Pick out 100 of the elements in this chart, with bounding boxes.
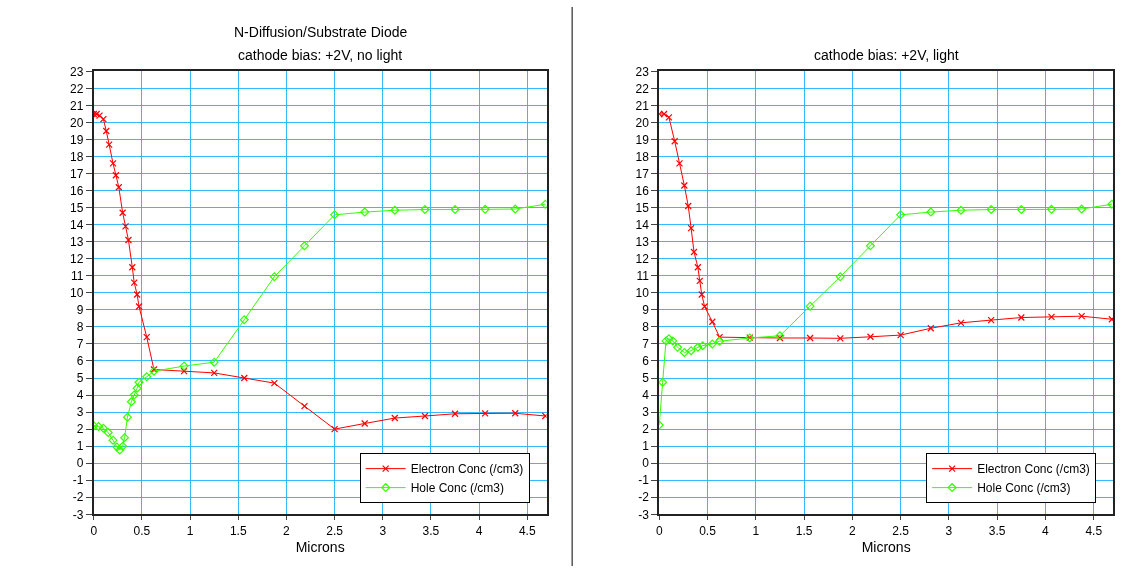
chart-title: N-Diffusion/Substrate Diode bbox=[234, 24, 408, 40]
x-tick-label: 3 bbox=[379, 523, 387, 538]
y-tick-label: 3 bbox=[76, 405, 84, 420]
x-tick-label: 1.5 bbox=[795, 523, 813, 538]
point bbox=[659, 377, 668, 387]
y-tick-label: 6 bbox=[76, 354, 84, 369]
x-tick-label: 3.5 bbox=[422, 523, 440, 538]
x-tick-label: 2 bbox=[283, 523, 291, 538]
y-tick-label: 13 bbox=[70, 234, 84, 249]
y-tick-label: 1 bbox=[76, 439, 84, 454]
point bbox=[361, 419, 369, 428]
point bbox=[331, 425, 339, 433]
point bbox=[897, 331, 905, 339]
point bbox=[391, 414, 399, 422]
x-tick-label: 0 bbox=[655, 523, 663, 538]
y-tick-label: -2 bbox=[638, 490, 650, 505]
x-tick-label: 4.5 bbox=[518, 523, 536, 538]
point bbox=[99, 115, 107, 123]
point bbox=[926, 207, 936, 217]
y-tick-label: 20 bbox=[635, 115, 650, 130]
y-tick-label: 0 bbox=[76, 456, 84, 471]
point bbox=[179, 361, 189, 371]
point bbox=[805, 301, 815, 311]
point bbox=[481, 409, 489, 418]
point bbox=[1017, 313, 1025, 322]
point bbox=[105, 141, 113, 149]
chart-title: cathode bias: +2V, light bbox=[814, 47, 959, 63]
x-axis-title: Microns bbox=[861, 539, 911, 556]
x-tick-label: 1 bbox=[186, 523, 194, 538]
point bbox=[865, 241, 875, 251]
point bbox=[957, 319, 965, 327]
point bbox=[956, 205, 966, 215]
point bbox=[180, 367, 188, 375]
point bbox=[806, 334, 814, 342]
point bbox=[239, 315, 249, 325]
point bbox=[715, 336, 725, 346]
point bbox=[698, 290, 706, 299]
y-tick-label: 12 bbox=[635, 251, 650, 266]
x-tick-label: 0.5 bbox=[699, 523, 717, 538]
legend-label: Electron Conc (/cm3) bbox=[977, 462, 1090, 477]
y-tick-label: -1 bbox=[72, 473, 84, 488]
y-tick-label: 9 bbox=[642, 303, 650, 318]
point bbox=[270, 379, 278, 387]
y-tick-label: 23 bbox=[70, 64, 84, 79]
point bbox=[135, 302, 143, 311]
point bbox=[696, 277, 704, 285]
y-tick-label: 16 bbox=[635, 183, 650, 198]
point bbox=[694, 263, 702, 271]
point bbox=[835, 272, 845, 282]
point bbox=[390, 205, 400, 215]
point bbox=[707, 339, 717, 349]
x-tick-label: 4 bbox=[475, 523, 483, 538]
y-tick-label: -3 bbox=[638, 507, 650, 522]
chart-subtitle: cathode bias: +2V, no light bbox=[238, 47, 403, 63]
point bbox=[684, 202, 692, 210]
point bbox=[300, 402, 309, 410]
x-axis-title: Microns bbox=[295, 539, 345, 556]
point bbox=[133, 290, 141, 299]
point bbox=[109, 159, 117, 167]
y-tick-label: 15 bbox=[70, 200, 84, 215]
x-tick-label: 1 bbox=[752, 523, 760, 538]
point bbox=[1108, 315, 1114, 323]
point bbox=[124, 236, 133, 244]
y-tick-label: 12 bbox=[70, 251, 84, 266]
y-tick-label: -1 bbox=[638, 473, 650, 488]
y-tick-label: 21 bbox=[635, 98, 650, 113]
y-tick-label: 0 bbox=[642, 456, 650, 471]
y-tick-label: 7 bbox=[76, 337, 84, 352]
point bbox=[510, 204, 520, 214]
point bbox=[668, 336, 678, 346]
point bbox=[693, 342, 703, 352]
point bbox=[132, 383, 142, 393]
y-tick-label: 6 bbox=[642, 354, 650, 369]
y-tick-label: -3 bbox=[72, 507, 84, 522]
y-tick-label: 10 bbox=[635, 286, 650, 301]
y-tick-label: 18 bbox=[635, 149, 650, 164]
point bbox=[240, 374, 248, 382]
point bbox=[360, 207, 370, 217]
x-tick-label: 2.5 bbox=[326, 523, 344, 538]
point bbox=[1078, 312, 1086, 320]
point bbox=[330, 210, 340, 220]
point bbox=[1016, 205, 1026, 215]
y-tick-label: 20 bbox=[70, 115, 84, 130]
x-tick-label: 4 bbox=[1042, 523, 1050, 538]
point bbox=[134, 377, 144, 387]
y-tick-label: 22 bbox=[635, 81, 650, 96]
y-tick-label: 9 bbox=[76, 303, 84, 318]
y-tick-label: 2 bbox=[642, 422, 650, 437]
y-tick-label: 3 bbox=[642, 405, 650, 420]
legend-label: Electron Conc (/cm3) bbox=[410, 462, 524, 477]
x-tick-label: 2.5 bbox=[892, 523, 910, 538]
point bbox=[1077, 204, 1087, 214]
y-tick-label: 17 bbox=[635, 166, 650, 181]
point bbox=[122, 412, 132, 422]
x-tick-label: 0.5 bbox=[133, 523, 151, 538]
point bbox=[103, 428, 113, 438]
point bbox=[119, 209, 127, 217]
y-tick-label: -2 bbox=[72, 490, 84, 505]
x-tick-label: 4.5 bbox=[1085, 523, 1103, 538]
point bbox=[675, 159, 684, 167]
